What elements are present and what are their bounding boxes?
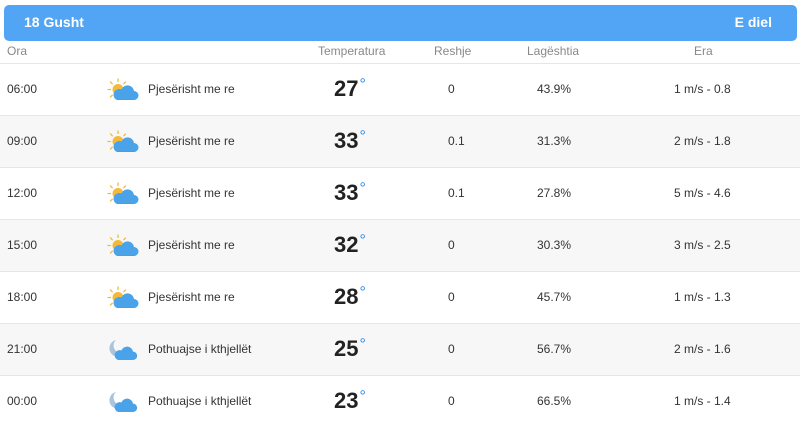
day-header: 18 Gusht E diel bbox=[4, 5, 797, 41]
column-header-wind: Era bbox=[694, 44, 713, 58]
table-row: 18:00 Pjesërisht me re 28° 0 45.7% 1 m/s - 1.… bbox=[0, 271, 800, 323]
partly-cloudy-sun-icon bbox=[107, 130, 139, 154]
row-condition: Pjesërisht me re bbox=[148, 186, 235, 200]
temperature-value: 27 bbox=[334, 76, 359, 101]
row-temperature: 33° bbox=[334, 180, 366, 206]
row-time: 06:00 bbox=[7, 82, 38, 96]
header-day: E diel bbox=[734, 14, 772, 30]
row-temperature: 33° bbox=[334, 128, 366, 154]
table-row: 06:00 Pjesërisht me re 27° 0 43.9% 1 m/s - 0.… bbox=[0, 63, 800, 115]
row-temperature: 27° bbox=[334, 76, 366, 102]
row-humidity: 45.7% bbox=[537, 290, 572, 304]
row-condition: Pothuajse i kthjellët bbox=[148, 342, 252, 356]
column-header-humidity: Lagështia bbox=[527, 44, 580, 58]
row-wind: 1 m/s - 1.3 bbox=[674, 290, 731, 304]
row-condition: Pjesërisht me re bbox=[148, 82, 235, 96]
row-humidity: 56.7% bbox=[537, 342, 572, 356]
row-precipitation: 0 bbox=[448, 238, 455, 252]
partly-cloudy-sun-icon bbox=[107, 286, 139, 310]
row-humidity: 66.5% bbox=[537, 394, 572, 408]
degree-symbol: ° bbox=[359, 180, 366, 197]
row-precipitation: 0.1 bbox=[448, 134, 465, 148]
row-condition: Pjesërisht me re bbox=[148, 238, 235, 252]
row-precipitation: 0 bbox=[448, 394, 455, 408]
row-precipitation: 0.1 bbox=[448, 186, 465, 200]
partly-cloudy-sun-icon bbox=[107, 78, 139, 102]
row-condition: Pothuajse i kthjellët bbox=[148, 394, 252, 408]
table-row: 21:00 Pothuajse i kthjellët 25° 0 56.7% 2 m/s… bbox=[0, 323, 800, 375]
row-temperature: 32° bbox=[334, 232, 366, 258]
temperature-value: 33 bbox=[334, 128, 359, 153]
column-headers: Ora Temperatura Reshje Lagështia Era bbox=[0, 44, 800, 64]
row-wind: 2 m/s - 1.6 bbox=[674, 342, 731, 356]
moon-cloud-icon bbox=[107, 338, 139, 362]
row-humidity: 27.8% bbox=[537, 186, 572, 200]
table-row: 00:00 Pothuajse i kthjellët 23° 0 66.5% 1 m/s… bbox=[0, 375, 800, 427]
row-precipitation: 0 bbox=[448, 290, 455, 304]
row-time: 18:00 bbox=[7, 290, 38, 304]
temperature-value: 25 bbox=[334, 336, 359, 361]
row-humidity: 31.3% bbox=[537, 134, 572, 148]
degree-symbol: ° bbox=[359, 336, 366, 353]
temperature-value: 32 bbox=[334, 232, 359, 257]
column-header-time: Ora bbox=[7, 44, 28, 58]
row-wind: 2 m/s - 1.8 bbox=[674, 134, 731, 148]
row-temperature: 25° bbox=[334, 336, 366, 362]
row-wind: 3 m/s - 2.5 bbox=[674, 238, 731, 252]
row-wind: 5 m/s - 4.6 bbox=[674, 186, 731, 200]
moon-cloud-icon bbox=[107, 390, 139, 414]
row-time: 09:00 bbox=[7, 134, 38, 148]
row-time: 00:00 bbox=[7, 394, 38, 408]
row-time: 12:00 bbox=[7, 186, 38, 200]
degree-symbol: ° bbox=[359, 284, 366, 301]
row-precipitation: 0 bbox=[448, 342, 455, 356]
column-header-precipitation: Reshje bbox=[434, 44, 472, 58]
partly-cloudy-sun-icon bbox=[107, 234, 139, 258]
temperature-value: 28 bbox=[334, 284, 359, 309]
row-time: 21:00 bbox=[7, 342, 38, 356]
partly-cloudy-sun-icon bbox=[107, 182, 139, 206]
row-temperature: 23° bbox=[334, 388, 366, 414]
row-temperature: 28° bbox=[334, 284, 366, 310]
temperature-value: 23 bbox=[334, 388, 359, 413]
row-humidity: 43.9% bbox=[537, 82, 572, 96]
row-wind: 1 m/s - 0.8 bbox=[674, 82, 731, 96]
row-precipitation: 0 bbox=[448, 82, 455, 96]
header-date: 18 Gusht bbox=[24, 14, 84, 30]
table-row: 12:00 Pjesërisht me re 33° 0.1 27.8% 5 m/s - … bbox=[0, 167, 800, 219]
row-humidity: 30.3% bbox=[537, 238, 572, 252]
column-header-temperature: Temperatura bbox=[318, 44, 386, 58]
forecast-table: 06:00 Pjesërisht me re 27° 0 43.9% 1 m/s - 0.… bbox=[0, 63, 800, 427]
row-time: 15:00 bbox=[7, 238, 38, 252]
table-row: 15:00 Pjesërisht me re 32° 0 30.3% 3 m/s - 2.… bbox=[0, 219, 800, 271]
degree-symbol: ° bbox=[359, 388, 366, 405]
row-condition: Pjesërisht me re bbox=[148, 290, 235, 304]
degree-symbol: ° bbox=[359, 76, 366, 93]
table-row: 09:00 Pjesërisht me re 33° 0.1 31.3% 2 m/s - … bbox=[0, 115, 800, 167]
degree-symbol: ° bbox=[359, 232, 366, 249]
degree-symbol: ° bbox=[359, 128, 366, 145]
row-wind: 1 m/s - 1.4 bbox=[674, 394, 731, 408]
temperature-value: 33 bbox=[334, 180, 359, 205]
row-condition: Pjesërisht me re bbox=[148, 134, 235, 148]
